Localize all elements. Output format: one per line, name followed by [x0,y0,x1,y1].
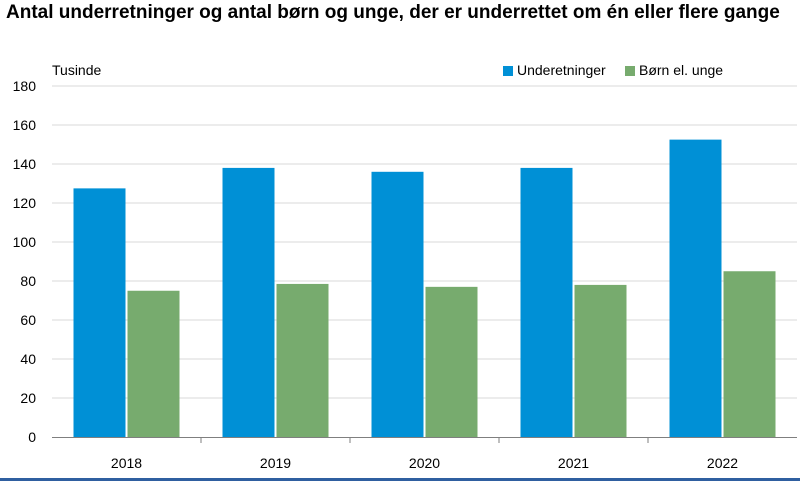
bar [127,290,180,437]
y-tick-label: 60 [20,312,36,328]
bar [520,167,573,437]
y-tick-label: 40 [20,351,36,367]
chart-title: Antal underretninger og antal børn og un… [6,2,780,23]
bar [222,167,275,437]
x-axis-tick-labels: 2018 2019 2020 2021 2022 [111,455,738,471]
unit-label: Tusinde [52,62,102,78]
legend-label: Børn el. unge [639,62,723,78]
y-tick-label: 100 [13,234,37,250]
y-tick-label: 120 [13,195,37,211]
y-tick-label: 0 [28,429,36,445]
legend-label: Underetninger [517,62,606,78]
y-axis-tick-labels: 0 20 40 60 80 100 120 140 160 180 [13,78,37,445]
bottom-rule [0,478,800,481]
x-tick-label: 2021 [558,455,589,471]
legend-swatch [503,66,513,76]
x-tick-label: 2018 [111,455,142,471]
bar [371,171,424,438]
bar [723,271,776,437]
bar [73,188,126,437]
x-tick-label: 2020 [409,455,440,471]
y-tick-label: 180 [13,78,37,94]
bar [276,283,329,437]
bar [425,286,478,437]
x-tick-label: 2022 [707,455,738,471]
x-tick-label: 2019 [260,455,291,471]
bars [73,139,776,438]
y-tick-label: 160 [13,117,37,133]
y-tick-label: 80 [20,273,36,289]
x-axis [52,437,797,443]
y-tick-label: 140 [13,156,37,172]
legend: Underetninger Børn el. unge [503,62,723,78]
bar [574,284,627,437]
legend-swatch [625,66,635,76]
y-tick-label: 20 [20,390,36,406]
bar [669,139,722,437]
